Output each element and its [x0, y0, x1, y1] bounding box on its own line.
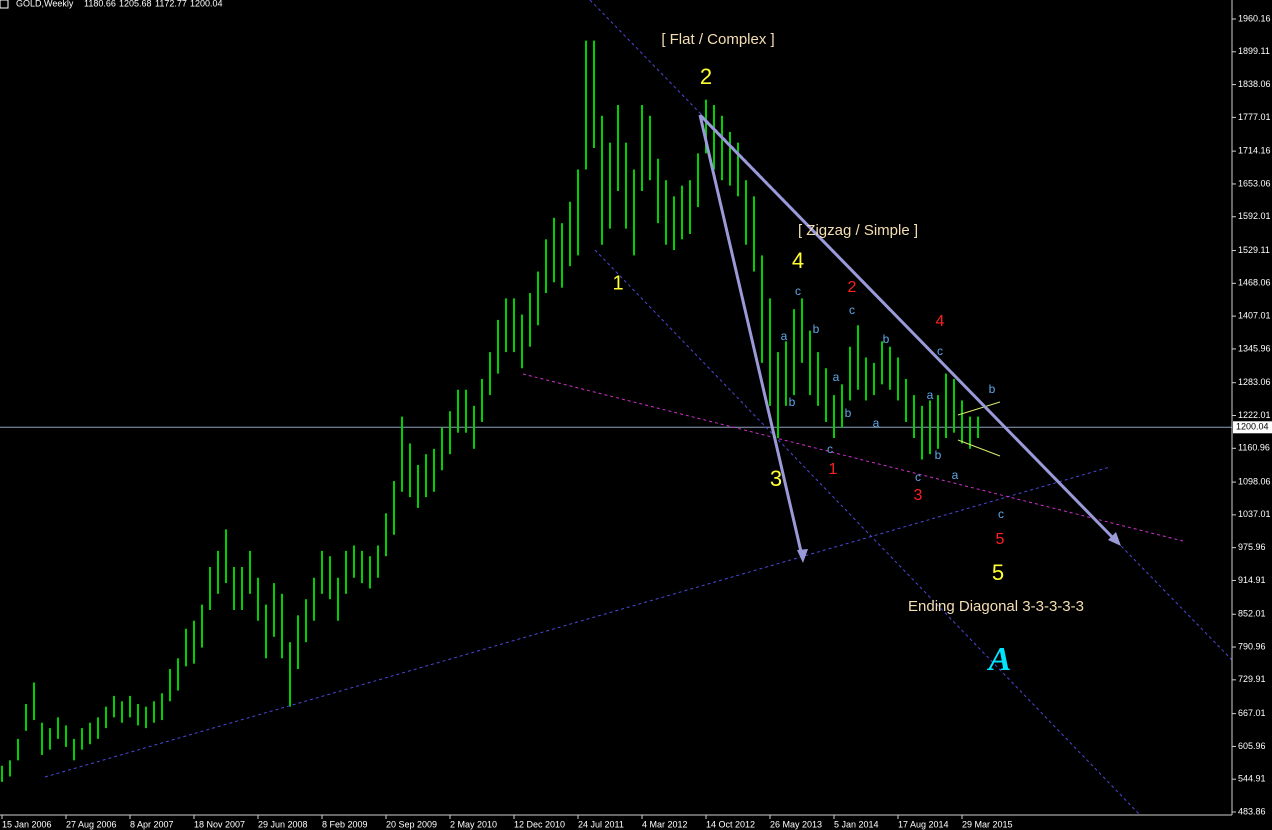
y-tick-label: 544.91 — [1238, 774, 1266, 784]
wave-label: 3 — [914, 487, 923, 504]
y-tick-label: 1653.06 — [1238, 178, 1271, 188]
y-tick-label: 852.01 — [1238, 609, 1266, 619]
y-tick-label: 1960.16 — [1238, 13, 1271, 23]
x-tick-label: 12 Dec 2010 — [514, 819, 565, 829]
y-tick-label: 1899.11 — [1238, 46, 1270, 56]
header-close: 1200.04 — [190, 0, 223, 8]
wave-label: 1 — [612, 272, 623, 294]
x-tick-label: 5 Jan 2014 — [834, 819, 879, 829]
wave-label: c — [827, 442, 833, 456]
wave-label: a — [952, 468, 959, 482]
wave-label: A — [987, 641, 1012, 678]
wave-label: c — [998, 507, 1004, 521]
x-tick-label: 24 Jul 2011 — [578, 819, 624, 829]
wave-label: 4 — [792, 248, 804, 273]
wave-label: 5 — [992, 560, 1004, 585]
wave-label: Ending Diagonal 3-3-3-3-3 — [908, 598, 1084, 615]
trend-lines — [44, 0, 1233, 816]
current-price-label: 1200.04 — [1236, 422, 1269, 432]
y-tick-label: 914.91 — [1238, 575, 1266, 585]
y-tick-label: 1160.96 — [1238, 443, 1270, 453]
arrow-line — [698, 114, 804, 557]
arrow-head — [1108, 532, 1121, 546]
wave-label: a — [781, 329, 788, 343]
y-tick-label: 1714.16 — [1238, 146, 1271, 156]
wave-label: b — [883, 332, 890, 346]
x-tick-label: 8 Apr 2007 — [130, 819, 174, 829]
y-tick-label: 605.96 — [1238, 741, 1266, 751]
wave-label: 2 — [700, 64, 712, 89]
y-tick-label: 1468.06 — [1238, 278, 1271, 288]
y-tick-label: 1345.96 — [1238, 343, 1271, 353]
y-tick-label: 790.96 — [1238, 641, 1266, 651]
x-tick-label: 29 Mar 2015 — [962, 819, 1013, 829]
x-tick-label: 17 Aug 2014 — [898, 819, 949, 829]
wave-label: 5 — [996, 531, 1005, 548]
y-tick-label: 1529.11 — [1238, 245, 1270, 255]
wave-label: b — [935, 448, 942, 462]
channel-line — [594, 249, 1141, 816]
wedge-line — [957, 439, 1001, 457]
wave-label: 1 — [829, 461, 838, 478]
wave-label: a — [873, 416, 880, 430]
arrow-line — [698, 113, 1119, 544]
wave-label: [ Flat / Complex ] — [661, 31, 774, 48]
wave-label: c — [915, 470, 921, 484]
header-open: 1180.66 — [84, 0, 116, 8]
wave-label: 3 — [770, 466, 782, 491]
header-icon — [0, 0, 9, 9]
wave-label: a — [927, 388, 934, 402]
wave-label: c — [849, 303, 855, 317]
wave-label: b — [989, 382, 996, 396]
y-tick-label: 483.86 — [1238, 806, 1266, 816]
wedge-line — [957, 401, 1001, 416]
wave-label: b — [789, 395, 796, 409]
y-tick-label: 1098.06 — [1238, 476, 1271, 486]
wave-label: 4 — [936, 313, 945, 330]
y-tick-label: 1222.01 — [1238, 410, 1271, 420]
y-tick-label: 1838.06 — [1238, 79, 1271, 89]
x-tick-label: 15 Jan 2006 — [2, 819, 52, 829]
x-tick-label: 26 May 2013 — [770, 819, 822, 829]
y-tick-label: 1592.01 — [1238, 211, 1271, 221]
x-tick-label: 20 Sep 2009 — [386, 819, 437, 829]
header-low: 1172.77 — [155, 0, 187, 8]
x-tick-label: 18 Nov 2007 — [194, 819, 245, 829]
x-tick-label: 2 May 2010 — [450, 819, 497, 829]
wave-label: 2 — [848, 279, 857, 296]
arrow-head — [797, 549, 808, 563]
y-tick-label: 1283.06 — [1238, 377, 1271, 387]
x-tick-label: 14 Oct 2012 — [706, 819, 755, 829]
y-tick-label: 729.91 — [1238, 674, 1266, 684]
header-high: 1205.68 — [119, 0, 152, 8]
wave-label: a — [833, 370, 840, 384]
wave-label: c — [937, 344, 943, 358]
x-tick-label: 29 Jun 2008 — [258, 819, 308, 829]
wave-label: [ Zigzag / Simple ] — [798, 222, 918, 239]
x-tick-label: 8 Feb 2009 — [322, 819, 368, 829]
price-layer — [0, 40, 1232, 782]
wave-label: b — [845, 406, 852, 420]
y-tick-label: 1037.01 — [1238, 509, 1271, 519]
wave-label: c — [795, 284, 801, 298]
current-price-box — [1233, 421, 1272, 434]
symbol: GOLD,Weekly — [16, 0, 74, 8]
y-tick-label: 1407.01 — [1238, 311, 1271, 321]
wave-label: b — [813, 322, 820, 336]
annotations: [ Flat / Complex ] 2 1 [ Zigzag / Simple ] 4… — [612, 31, 1084, 678]
y-tick-label: 975.96 — [1238, 542, 1266, 552]
support-line — [44, 466, 1111, 778]
y-tick-label: 1777.01 — [1238, 112, 1271, 122]
x-tick-label: 4 Mar 2012 — [642, 819, 688, 829]
y-tick-label: 667.01 — [1238, 708, 1266, 718]
x-tick-label: 27 Aug 2006 — [66, 819, 117, 829]
